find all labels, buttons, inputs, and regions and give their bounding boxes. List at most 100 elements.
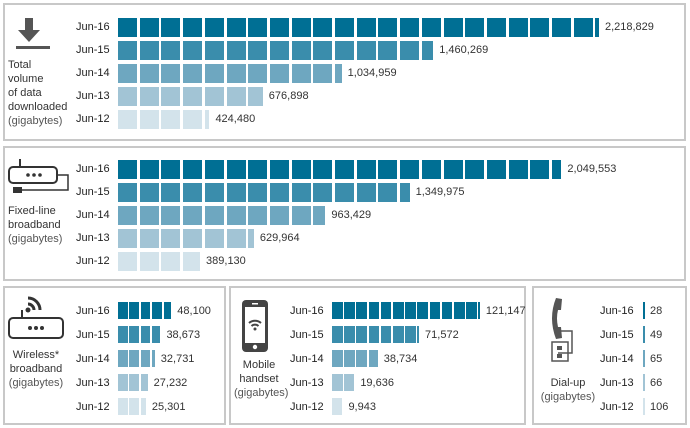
chart-title-mobile: Mobile handset (gigabytes) <box>234 358 289 400</box>
bar-block-wireless <box>129 398 139 415</box>
category-label: Jun-13 <box>600 377 634 389</box>
bar-mark-dialup <box>643 302 645 319</box>
bar-block-total <box>356 18 376 37</box>
bar-block-wireless <box>118 398 128 415</box>
bar-block-total <box>248 18 268 37</box>
value-label: 27,232 <box>153 377 188 389</box>
category-label: Jun-16 <box>76 21 110 33</box>
bar-block-fixed <box>248 183 268 202</box>
value-label: 49 <box>650 329 663 341</box>
category-label: Jun-15 <box>76 186 110 198</box>
bar-block-total <box>118 41 137 60</box>
chart-title-line: broadband <box>9 363 63 375</box>
bar-mark-dialup <box>643 350 645 367</box>
value-label: 2,049,553 <box>567 163 617 175</box>
value-label: 38,734 <box>383 353 418 365</box>
bar-block-fixed <box>161 160 181 179</box>
bar-block-total <box>204 64 224 83</box>
bar-block-mobile <box>344 350 355 367</box>
chart-unit-label: (gigabytes) <box>8 377 64 389</box>
bar-block-total <box>335 18 354 37</box>
category-label: Jun-15 <box>76 44 110 56</box>
value-label: 106 <box>650 401 669 413</box>
value-label: 424,480 <box>215 113 256 125</box>
bar-block-total <box>118 87 137 106</box>
chart-title-line: of data <box>8 87 42 99</box>
bar-block-fixed <box>139 229 159 248</box>
category-label: Jun-14 <box>76 209 110 221</box>
bar-block-total <box>291 64 311 83</box>
bar-block-total <box>378 41 398 60</box>
bar-block-fixed <box>443 160 463 179</box>
category-label: Jun-15 <box>76 329 110 341</box>
value-label: 38,673 <box>166 329 201 341</box>
category-label: Jun-16 <box>600 305 634 317</box>
value-label: 71,572 <box>425 329 459 341</box>
bar-block-total <box>269 18 289 37</box>
bar-block-wireless <box>129 302 139 319</box>
bar-block-total <box>183 110 203 129</box>
value-label: 9,943 <box>348 401 376 413</box>
bar-block-fixed <box>269 160 289 179</box>
bar-block-partial-mobile <box>478 302 480 319</box>
bar-block-wireless <box>140 350 151 367</box>
value-label: 389,130 <box>206 255 246 267</box>
bar-block-total <box>291 18 311 37</box>
chart-title-line: broadband <box>8 219 61 231</box>
bar-block-total <box>378 18 398 37</box>
telephone-icon <box>551 298 573 362</box>
bar-block-partial-mobile <box>368 350 378 367</box>
bar-block-fixed <box>161 206 181 225</box>
value-label: 66 <box>650 377 663 389</box>
bar-block-fixed <box>226 229 246 248</box>
value-label: 2,218,829 <box>604 21 654 33</box>
bar-block-wireless <box>129 350 139 367</box>
category-label: Jun-13 <box>76 90 110 102</box>
bar-block-total <box>248 64 268 83</box>
value-label: 25,301 <box>151 401 186 413</box>
bar-block-fixed <box>204 229 224 248</box>
bar-block-total <box>226 18 246 37</box>
bar-block-wireless <box>118 326 128 343</box>
bar-block-fixed <box>118 229 137 248</box>
bar-block-fixed <box>486 160 506 179</box>
bar-block-fixed <box>269 206 289 225</box>
bar-block-total <box>291 41 311 60</box>
bar-block-total <box>183 18 203 37</box>
chart-title-dialup: Dial-up (gigabytes) <box>540 376 596 404</box>
category-label: Jun-12 <box>600 401 634 413</box>
bar-block-total <box>248 41 268 60</box>
bar-block-total <box>226 87 246 106</box>
bar-block-mobile <box>417 302 428 319</box>
bar-block-partial-wireless <box>152 326 161 343</box>
chart-unit-label: (gigabytes) <box>8 233 63 245</box>
bar-block-total <box>139 110 159 129</box>
category-label: Jun-15 <box>600 329 634 341</box>
bar-block-fixed <box>118 252 137 271</box>
bar-block-fixed <box>161 252 181 271</box>
modem-icon <box>8 159 69 193</box>
value-label: 65 <box>650 353 663 365</box>
bar-block-total <box>204 18 224 37</box>
bar-block-fixed <box>335 160 354 179</box>
category-label: Jun-16 <box>290 305 324 317</box>
bar-block-total <box>139 87 159 106</box>
wireless-router-icon <box>8 296 64 339</box>
bar-block-mobile <box>454 302 465 319</box>
chart-title-line: downloaded <box>8 101 68 113</box>
bar-block-partial-total <box>204 110 210 129</box>
bar-block-fixed <box>161 183 181 202</box>
bar-block-total <box>269 41 289 60</box>
chart-unit-label: (gigabytes) <box>234 387 289 399</box>
bar-block-total <box>313 41 333 60</box>
category-label: Jun-12 <box>76 401 110 413</box>
chart-title-line: handset <box>239 373 279 385</box>
bar-block-partial-fixed <box>552 160 562 179</box>
bar-block-partial-fixed <box>400 183 410 202</box>
bar-block-partial-fixed <box>313 206 326 225</box>
bar-block-total <box>118 110 137 129</box>
bar-block-partial-mobile <box>344 374 355 391</box>
category-label: Jun-13 <box>290 377 324 389</box>
chart-title-line: Total <box>8 59 32 71</box>
panel-mobile <box>229 286 526 425</box>
